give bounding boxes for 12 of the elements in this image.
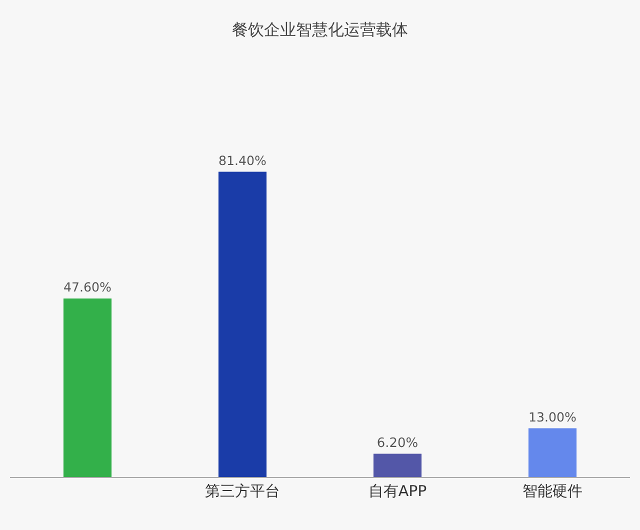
x-tick-label: 第三方平台	[205, 482, 280, 500]
bar	[528, 428, 577, 477]
chart-title: 餐饮企业智慧化运营载体	[232, 20, 408, 40]
bar	[218, 172, 267, 477]
bar	[63, 298, 112, 477]
data-label: 13.00%	[528, 409, 577, 424]
x-tick-label: 自有APP	[368, 482, 427, 500]
data-label: 47.60%	[63, 280, 112, 295]
data-label: 81.40%	[218, 152, 267, 168]
bar	[373, 454, 422, 477]
data-label: 6.20%	[376, 436, 418, 451]
x-tick-label: 智能硬件	[522, 482, 582, 500]
